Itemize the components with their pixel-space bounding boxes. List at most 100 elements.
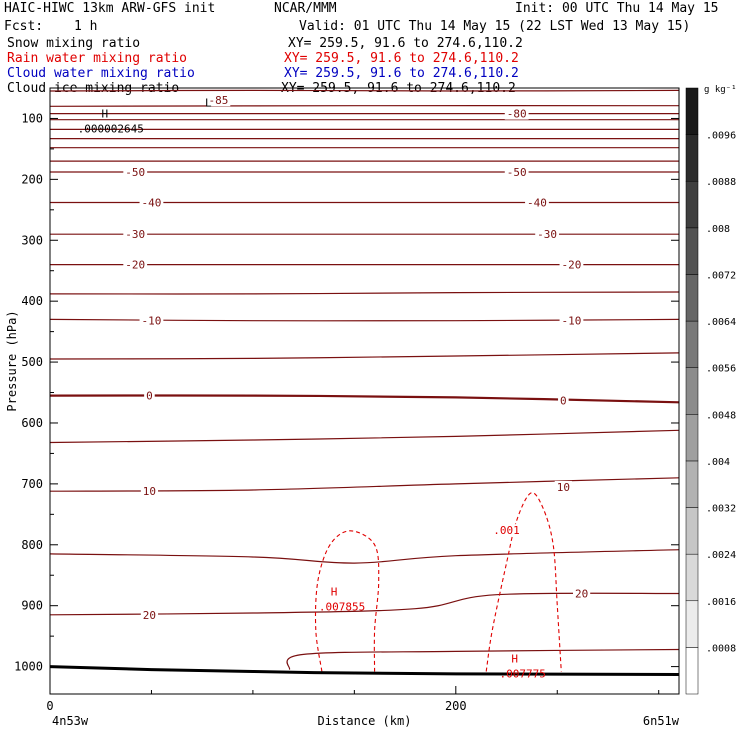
contour-label-9-b: -40 <box>527 197 547 210</box>
init-time: Init: 00 UTC Thu 14 May 15 <box>515 1 719 16</box>
forecast-hour: 1 h <box>74 19 98 34</box>
y-tick-label: 600 <box>21 416 43 430</box>
contour-label-8: -50 <box>125 166 145 179</box>
extremum-value-3: .007775 <box>499 667 545 680</box>
x-tick-label: 0 <box>46 699 53 713</box>
temperature-contour-18 <box>49 549 680 564</box>
temperature-contour-20 <box>286 648 680 671</box>
temperature-contour-16 <box>49 429 680 444</box>
terrain-surface <box>49 665 680 677</box>
x-axis-label: Distance (km) <box>318 714 412 728</box>
temperature-contours <box>49 89 680 671</box>
field-label-snow: Snow mixing ratio <box>7 36 141 51</box>
y-tick-label: 800 <box>21 538 43 552</box>
colorbar-label: .0056 <box>706 364 736 375</box>
contour-label-10: -30 <box>125 228 145 241</box>
model-title: HAIC-HIWC 13km ARW-GFS init <box>4 1 216 16</box>
organization: NCAR/MMM <box>274 1 337 16</box>
contour-label-11: -20 <box>125 259 145 272</box>
field-label-rain: Rain water mixing ratio <box>7 51 188 66</box>
temperature-contour-14 <box>49 352 680 360</box>
contour-label-17-b: 10 <box>557 481 570 494</box>
terrain-line <box>49 665 680 677</box>
colorbar-box-4 <box>685 460 699 508</box>
extremum-H-3: H <box>511 652 518 665</box>
extremum-H-1: H <box>101 107 108 120</box>
colorbar-box-2 <box>685 553 699 602</box>
y-tick-label: 900 <box>21 599 43 613</box>
field-label-cloud-water: Cloud water mixing ratio <box>7 66 195 81</box>
colorbar-label: .0072 <box>706 270 736 281</box>
colorbar-label: .004 <box>706 457 730 468</box>
contour-label-8-b: -50 <box>507 166 527 179</box>
field-xy-rain: XY= 259.5, 91.6 to 274.6,110.2 <box>284 51 519 66</box>
contour-labels: -85 -80 -50 -50 -40 -40 -30 -30 -20 -20 -10 -10 0 0 10… <box>78 94 591 680</box>
forecast-label: Fcst: <box>4 19 44 34</box>
colorbar-box-3 <box>685 507 699 555</box>
y-tick-label: 400 <box>21 294 43 308</box>
temperature-contour-1 <box>49 105 680 107</box>
section-end-label: 6n51w <box>643 714 680 728</box>
contour-label-2: -80 <box>507 108 527 121</box>
colorbar-label: .008 <box>706 224 730 235</box>
colorbar-box-9 <box>685 227 699 275</box>
rain-contour-label-1: .001 <box>493 524 520 537</box>
colorbar-label: .0016 <box>706 597 736 608</box>
colorbar-box-1 <box>685 600 699 648</box>
extremum-L-0: L <box>205 96 212 109</box>
contour-label-13-b: -10 <box>562 315 582 328</box>
rain-contours <box>314 492 562 672</box>
y-tick-label: 300 <box>21 233 43 247</box>
colorbar: .0008 .0016 .0024 .0032 .004 .0048 .0056 .0064.… <box>685 85 737 695</box>
colorbar-box-12 <box>685 87 699 135</box>
colorbar-label: .0024 <box>706 550 736 561</box>
plot-frame <box>49 87 680 695</box>
rain-contour-0 <box>314 530 380 672</box>
colorbar-box-0 <box>685 647 699 695</box>
contour-label-11-b: -20 <box>562 259 582 272</box>
contour-label-13: -10 <box>142 315 162 328</box>
y-axis-label: Pressure (hPa) <box>5 310 19 411</box>
colorbar-label: .0096 <box>706 131 736 142</box>
y-tick-label: 200 <box>21 172 43 186</box>
temperature-contour-17 <box>49 477 680 492</box>
y-tick-label: 700 <box>21 477 43 491</box>
colorbar-box-11 <box>685 134 699 182</box>
colorbar-label: .0032 <box>706 504 736 515</box>
colorbar-label: .0048 <box>706 410 736 421</box>
valid-time: Valid: 01 UTC Thu 14 May 15 (22 LST Wed … <box>299 19 691 34</box>
extremum-H-2: H <box>331 585 338 598</box>
colorbar-box-6 <box>685 367 699 415</box>
colorbar-box-7 <box>685 320 699 368</box>
contour-label-17: 10 <box>143 485 156 498</box>
contour-label-15: 0 <box>146 390 153 403</box>
contour-label-19: 20 <box>143 609 156 622</box>
field-xy-cloud-water: XY= 259.5, 91.6 to 274.6,110.2 <box>284 66 519 81</box>
temperature-contour-15 <box>49 394 680 404</box>
contour-label-9: -40 <box>142 197 162 210</box>
colorbar-label: .0064 <box>706 317 736 328</box>
temperature-contour-0 <box>49 89 680 92</box>
colorbar-label: .0008 <box>706 643 736 654</box>
colorbar-unit: g kg⁻¹ <box>704 85 737 95</box>
contour-label-15-b: 0 <box>560 394 567 407</box>
temperature-contour-12 <box>49 291 680 295</box>
extremum-value-1: .000002645 <box>78 122 144 135</box>
y-tick-label: 100 <box>21 111 43 125</box>
contour-label-19-b: 20 <box>575 588 588 601</box>
rain-contour-1 <box>485 492 562 672</box>
extremum-value-2: .007855 <box>319 600 365 613</box>
colorbar-box-10 <box>685 180 699 229</box>
y-tick-label: 500 <box>21 355 43 369</box>
contour-label-10-b: -30 <box>537 228 557 241</box>
section-start-label: 4n53w <box>52 714 89 728</box>
field-xy-cloud-ice: XY= 259.5, 91.6 to 274.6,110.2 <box>281 81 516 96</box>
colorbar-box-8 <box>685 274 699 322</box>
x-tick-label: 200 <box>445 699 467 713</box>
contour-label-0: -85 <box>208 94 228 107</box>
temperature-contour-19 <box>49 592 680 616</box>
field-xy-snow: XY= 259.5, 91.6 to 274.6,110.2 <box>288 36 523 51</box>
colorbar-label: .0088 <box>706 177 736 188</box>
colorbar-box-5 <box>685 414 699 462</box>
